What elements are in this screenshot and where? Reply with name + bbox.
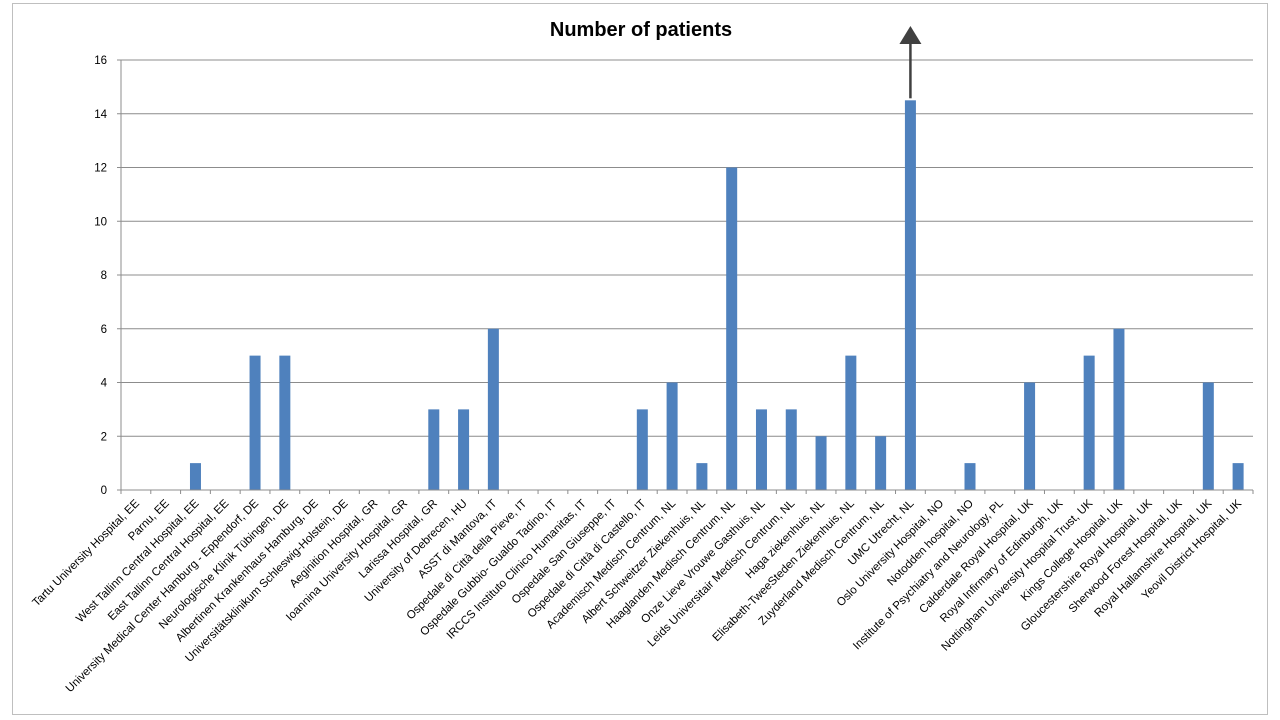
overflow-arrow-head-0 bbox=[899, 26, 922, 44]
y-tick-label-4: 8 bbox=[101, 270, 107, 282]
x-category-label-0: Tartu University Hospital, EE bbox=[30, 497, 142, 609]
bar-30 bbox=[1024, 382, 1036, 490]
bar-26 bbox=[904, 100, 916, 490]
chart-title: Number of patients bbox=[550, 19, 732, 41]
y-tick-label-5: 10 bbox=[94, 216, 107, 228]
y-tick-label-3: 6 bbox=[101, 324, 107, 336]
bar-4 bbox=[249, 355, 261, 490]
axes bbox=[117, 59, 1254, 494]
gridlines bbox=[121, 59, 1253, 437]
bar-23 bbox=[815, 436, 827, 490]
y-axis-ticks: 0 2 4 6 8 10 12 14 16 bbox=[94, 55, 107, 497]
bar-37 bbox=[1232, 463, 1244, 490]
y-tick-label-2: 4 bbox=[101, 378, 108, 390]
bar-5 bbox=[279, 355, 291, 490]
bar-chart: Number of patients 0 2 4 6 8 10 12 14 16 Tartu U… bbox=[30, 19, 1254, 695]
y-tick-label-8: 16 bbox=[94, 55, 107, 67]
chart-frame: Number of patients 0 2 4 6 8 10 12 14 16 Tartu U… bbox=[12, 3, 1268, 715]
bar-24 bbox=[845, 355, 857, 490]
bar-19 bbox=[696, 463, 708, 490]
bar-2 bbox=[189, 463, 201, 490]
bars bbox=[189, 100, 1244, 490]
bar-36 bbox=[1202, 382, 1214, 490]
bar-25 bbox=[875, 436, 887, 490]
bar-12 bbox=[487, 328, 499, 490]
bar-20 bbox=[726, 167, 738, 490]
y-tick-label-6: 12 bbox=[94, 163, 107, 175]
bar-17 bbox=[636, 409, 648, 490]
y-tick-label-0: 0 bbox=[101, 485, 107, 497]
bar-18 bbox=[666, 382, 678, 490]
annotations bbox=[899, 26, 922, 99]
bar-21 bbox=[755, 409, 767, 490]
bar-10 bbox=[428, 409, 440, 490]
bar-32 bbox=[1083, 355, 1095, 490]
bar-22 bbox=[785, 409, 797, 490]
y-tick-label-1: 2 bbox=[101, 431, 107, 443]
bar-28 bbox=[964, 463, 976, 490]
bar-33 bbox=[1113, 328, 1125, 490]
y-tick-label-7: 14 bbox=[94, 109, 107, 121]
bar-11 bbox=[458, 409, 470, 490]
